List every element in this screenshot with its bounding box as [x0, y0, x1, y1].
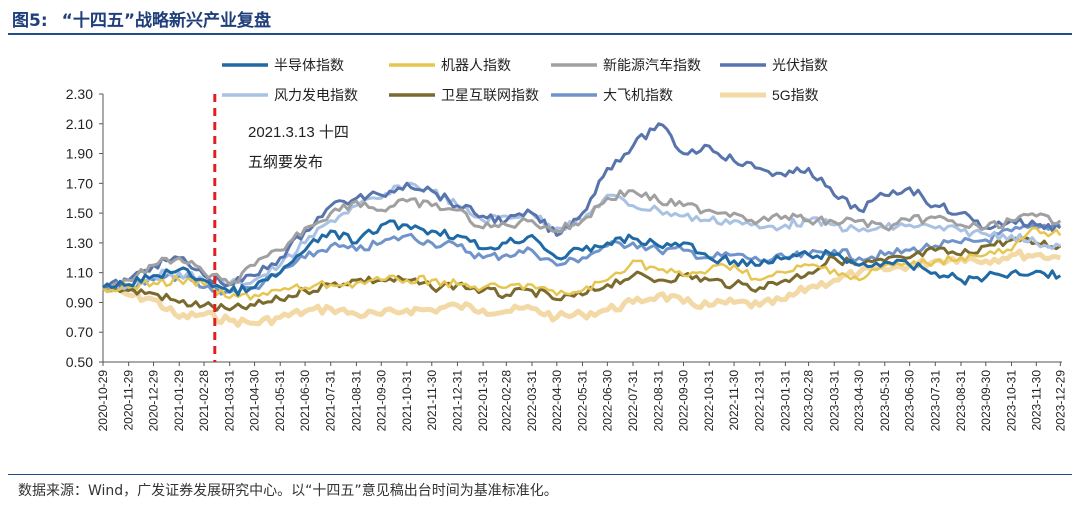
- x-tick-label: 2021-09-30: [374, 370, 388, 432]
- y-tick-label: 1.30: [66, 235, 93, 251]
- legend-label: 大飞机指数: [603, 87, 673, 103]
- legend-label: 新能源汽车指数: [603, 57, 701, 73]
- x-tick-label: 2023-05-31: [878, 370, 892, 432]
- figure-title-text: “十四五”战略新兴产业复盘: [61, 11, 271, 31]
- x-tick-label: 2023-08-31: [954, 370, 968, 432]
- x-tick-label: 2021-10-31: [400, 370, 414, 432]
- legend-label: 半导体指数: [274, 57, 344, 73]
- legend-label: 光伏指数: [772, 57, 828, 73]
- x-tick-label: 2022-06-30: [600, 370, 614, 432]
- series-line: [102, 122, 1062, 290]
- x-tick-label: 2022-01-31: [476, 370, 490, 432]
- x-tick-label: 2022-04-30: [550, 370, 564, 432]
- y-tick-label: 0.90: [66, 294, 93, 310]
- legend-label: 风力发电指数: [274, 87, 358, 103]
- x-tick-label: 2021-04-30: [248, 370, 262, 432]
- chart-axes: 0.50 0.70 0.90 1.10 1.30 1.50 1.70 1.90 2.10 2.30…: [66, 86, 1068, 431]
- y-tick-label: 0.70: [66, 324, 93, 340]
- series-line: [102, 181, 1061, 291]
- x-tick-label: 2022-10-31: [702, 370, 716, 432]
- x-tick-label: 2023-09-30: [979, 370, 993, 432]
- y-tick-label: 2.10: [66, 116, 93, 132]
- x-tick-label: 2020-12-29: [147, 370, 161, 432]
- x-tick-label: 2021-05-31: [273, 370, 287, 432]
- legend-label: 卫星互联网指数: [441, 87, 539, 103]
- x-tick-label: 2023-06-30: [903, 370, 917, 432]
- x-tick-label: 2023-04-30: [852, 370, 866, 432]
- x-tick-label: 2020-11-29: [122, 370, 136, 431]
- x-tick-label: 2023-07-31: [928, 370, 942, 432]
- x-tick-label: 2023-10-31: [1004, 370, 1018, 432]
- series-line: [102, 248, 1061, 328]
- x-tick-label: 2022-12-31: [753, 370, 767, 432]
- x-tick-label: 2023-12-29: [1053, 370, 1067, 432]
- y-tick-label: 1.90: [66, 146, 93, 162]
- legend-label: 5G指数: [772, 87, 819, 103]
- x-tick-label: 2021-11-30: [425, 370, 439, 431]
- series-line: [101, 236, 1062, 312]
- x-tick-label: 2021-08-31: [349, 370, 363, 432]
- y-tick-label: 1.10: [66, 265, 93, 281]
- series-line: [102, 219, 1062, 297]
- x-tick-label: 2022-08-31: [652, 370, 666, 432]
- x-tick-label: 2020-10-29: [96, 370, 110, 432]
- y-tick-label: 1.70: [66, 175, 93, 191]
- x-tick-label: 2022-07-31: [626, 370, 640, 432]
- y-tick-label: 0.50: [66, 354, 93, 370]
- x-tick-label: 2022-05-31: [576, 370, 590, 432]
- x-tick-label: 2021-03-31: [223, 370, 237, 432]
- source-divider: [8, 474, 1072, 475]
- annotation-line-1: 2021.3.13 十四: [248, 124, 349, 141]
- x-tick-label: 2023-01-31: [778, 370, 792, 432]
- source-note: 数据来源：Wind，广发证券发展研究中心。以“十四五”意见稿出台时间为基准标准化…: [18, 483, 558, 499]
- series-line: [102, 226, 1062, 301]
- y-tick-label: 1.50: [66, 205, 93, 221]
- x-tick-label: 2021-02-28: [197, 370, 211, 432]
- x-tick-label: 2022-09-30: [677, 370, 691, 432]
- figure-title: 图5: “十四五”战略新兴产业复盘: [12, 6, 285, 31]
- x-tick-label: 2023-11-30: [1029, 370, 1043, 431]
- policy-annotation: 2021.3.13 十四 五纲要发布: [248, 124, 349, 171]
- x-tick-label: 2023-03-31: [827, 370, 841, 432]
- x-tick-label: 2022-11-30: [727, 370, 741, 431]
- series-line: [102, 189, 1062, 292]
- x-tick-label: 2022-02-28: [499, 370, 513, 432]
- x-tick-label: 2022-03-31: [525, 370, 539, 432]
- line-chart: 0.50 0.70 0.90 1.10 1.30 1.50 1.70 1.90 2.10 2.30…: [66, 57, 1068, 431]
- x-tick-label: 2021-01-29: [172, 370, 186, 432]
- x-tick-label: 2021-07-31: [324, 370, 338, 432]
- legend-label: 机器人指数: [441, 57, 511, 73]
- series-line: [102, 223, 1061, 296]
- y-tick-label: 2.30: [66, 86, 93, 102]
- x-tick-label: 2023-02-28: [802, 370, 816, 432]
- x-tick-label: 2021-06-30: [298, 370, 312, 432]
- figure-label: 图5:: [12, 11, 48, 31]
- series-layer: [101, 94, 1062, 362]
- x-tick-label: 2021-12-31: [450, 370, 464, 432]
- title-divider: [8, 33, 1072, 35]
- annotation-line-2: 五纲要发布: [248, 154, 323, 171]
